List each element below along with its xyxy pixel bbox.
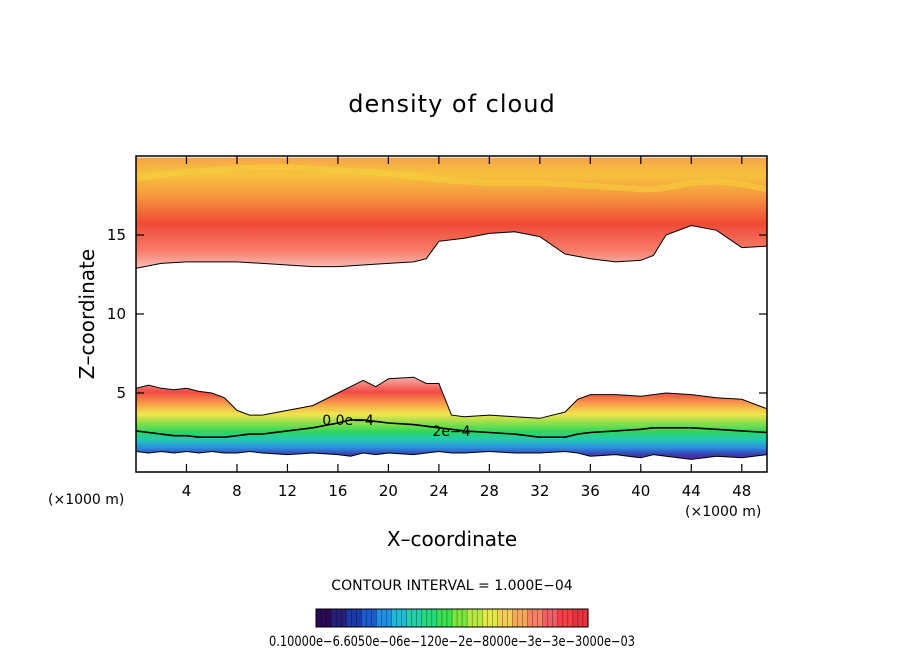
y-tick-label: 10 bbox=[107, 305, 126, 323]
x-unit-left: (×1000 m) bbox=[48, 492, 124, 508]
x-tick-label: 32 bbox=[530, 482, 549, 500]
colorbar-swatch bbox=[376, 609, 393, 627]
x-tick-label: 4 bbox=[182, 482, 192, 500]
colorbar bbox=[315, 608, 589, 628]
colorbar-swatch bbox=[331, 609, 347, 627]
colorbar-swatch bbox=[436, 609, 453, 627]
colorbar-swatch bbox=[512, 609, 529, 627]
colorbar-swatch bbox=[572, 609, 589, 627]
y-axis-ticks: 5 10 15 bbox=[107, 226, 767, 402]
x-tick-label: 40 bbox=[631, 482, 650, 500]
x-tick-label: 36 bbox=[581, 482, 600, 500]
cloud-edge-upper-base bbox=[136, 224, 767, 269]
y-tick-label: 5 bbox=[116, 384, 126, 402]
colorbar-swatch bbox=[316, 609, 332, 627]
x-tick-label: 24 bbox=[429, 482, 448, 500]
colorbar-frame bbox=[315, 608, 589, 628]
contour-interval-label: CONTOUR INTERVAL = 1.000E−04 bbox=[331, 578, 572, 594]
x-axis-ticks: 4 8 12 16 20 24 28 32 36 40 44 48 bbox=[182, 156, 751, 500]
contour-labels: 2e−4 0.0e−4 bbox=[322, 413, 470, 440]
contour-label: 2e−4 bbox=[432, 424, 470, 440]
x-axis-label: X–coordinate bbox=[387, 527, 517, 551]
colorbar-swatch bbox=[452, 609, 468, 627]
contour-line-2e-4 bbox=[136, 419, 767, 438]
cloud-edge-lower-top bbox=[136, 376, 767, 419]
chart-title: density of cloud bbox=[348, 90, 555, 118]
colorbar-swatch bbox=[527, 609, 544, 627]
plot-area bbox=[136, 157, 767, 460]
cloud-edge-lower-base bbox=[136, 450, 767, 460]
colorbar-swatch bbox=[346, 609, 362, 627]
colorbar-swatch bbox=[421, 609, 438, 627]
colorbar-swatch bbox=[557, 609, 574, 627]
contour-label: 0.0e−4 bbox=[322, 413, 374, 429]
colorbar-swatch bbox=[467, 609, 483, 627]
colorbar-swatch bbox=[361, 609, 378, 627]
colorbar-swatch bbox=[542, 609, 559, 627]
colorbar-labels: 0.10000e−6.6050e−06e−120e−2e−8000e−3e−3e… bbox=[269, 634, 635, 650]
x-tick-label: 28 bbox=[480, 482, 499, 500]
colorbar-swatch bbox=[391, 609, 408, 627]
cloud-core-upper bbox=[136, 164, 767, 193]
x-unit-right: (×1000 m) bbox=[685, 504, 761, 520]
colorbar-swatch bbox=[482, 609, 498, 627]
colorbar-swatch bbox=[497, 609, 514, 627]
x-tick-label: 48 bbox=[732, 482, 751, 500]
x-tick-label: 12 bbox=[278, 482, 297, 500]
cloud-band-lower bbox=[136, 377, 767, 460]
x-tick-label: 44 bbox=[682, 482, 701, 500]
y-tick-label: 15 bbox=[107, 226, 126, 244]
x-tick-label: 20 bbox=[379, 482, 398, 500]
x-tick-label: 16 bbox=[328, 482, 347, 500]
colorbar-swatch bbox=[406, 609, 423, 627]
x-tick-label: 8 bbox=[232, 482, 242, 500]
y-axis-label: Z–coordinate bbox=[75, 249, 99, 379]
cloud-band-upper bbox=[136, 157, 767, 269]
